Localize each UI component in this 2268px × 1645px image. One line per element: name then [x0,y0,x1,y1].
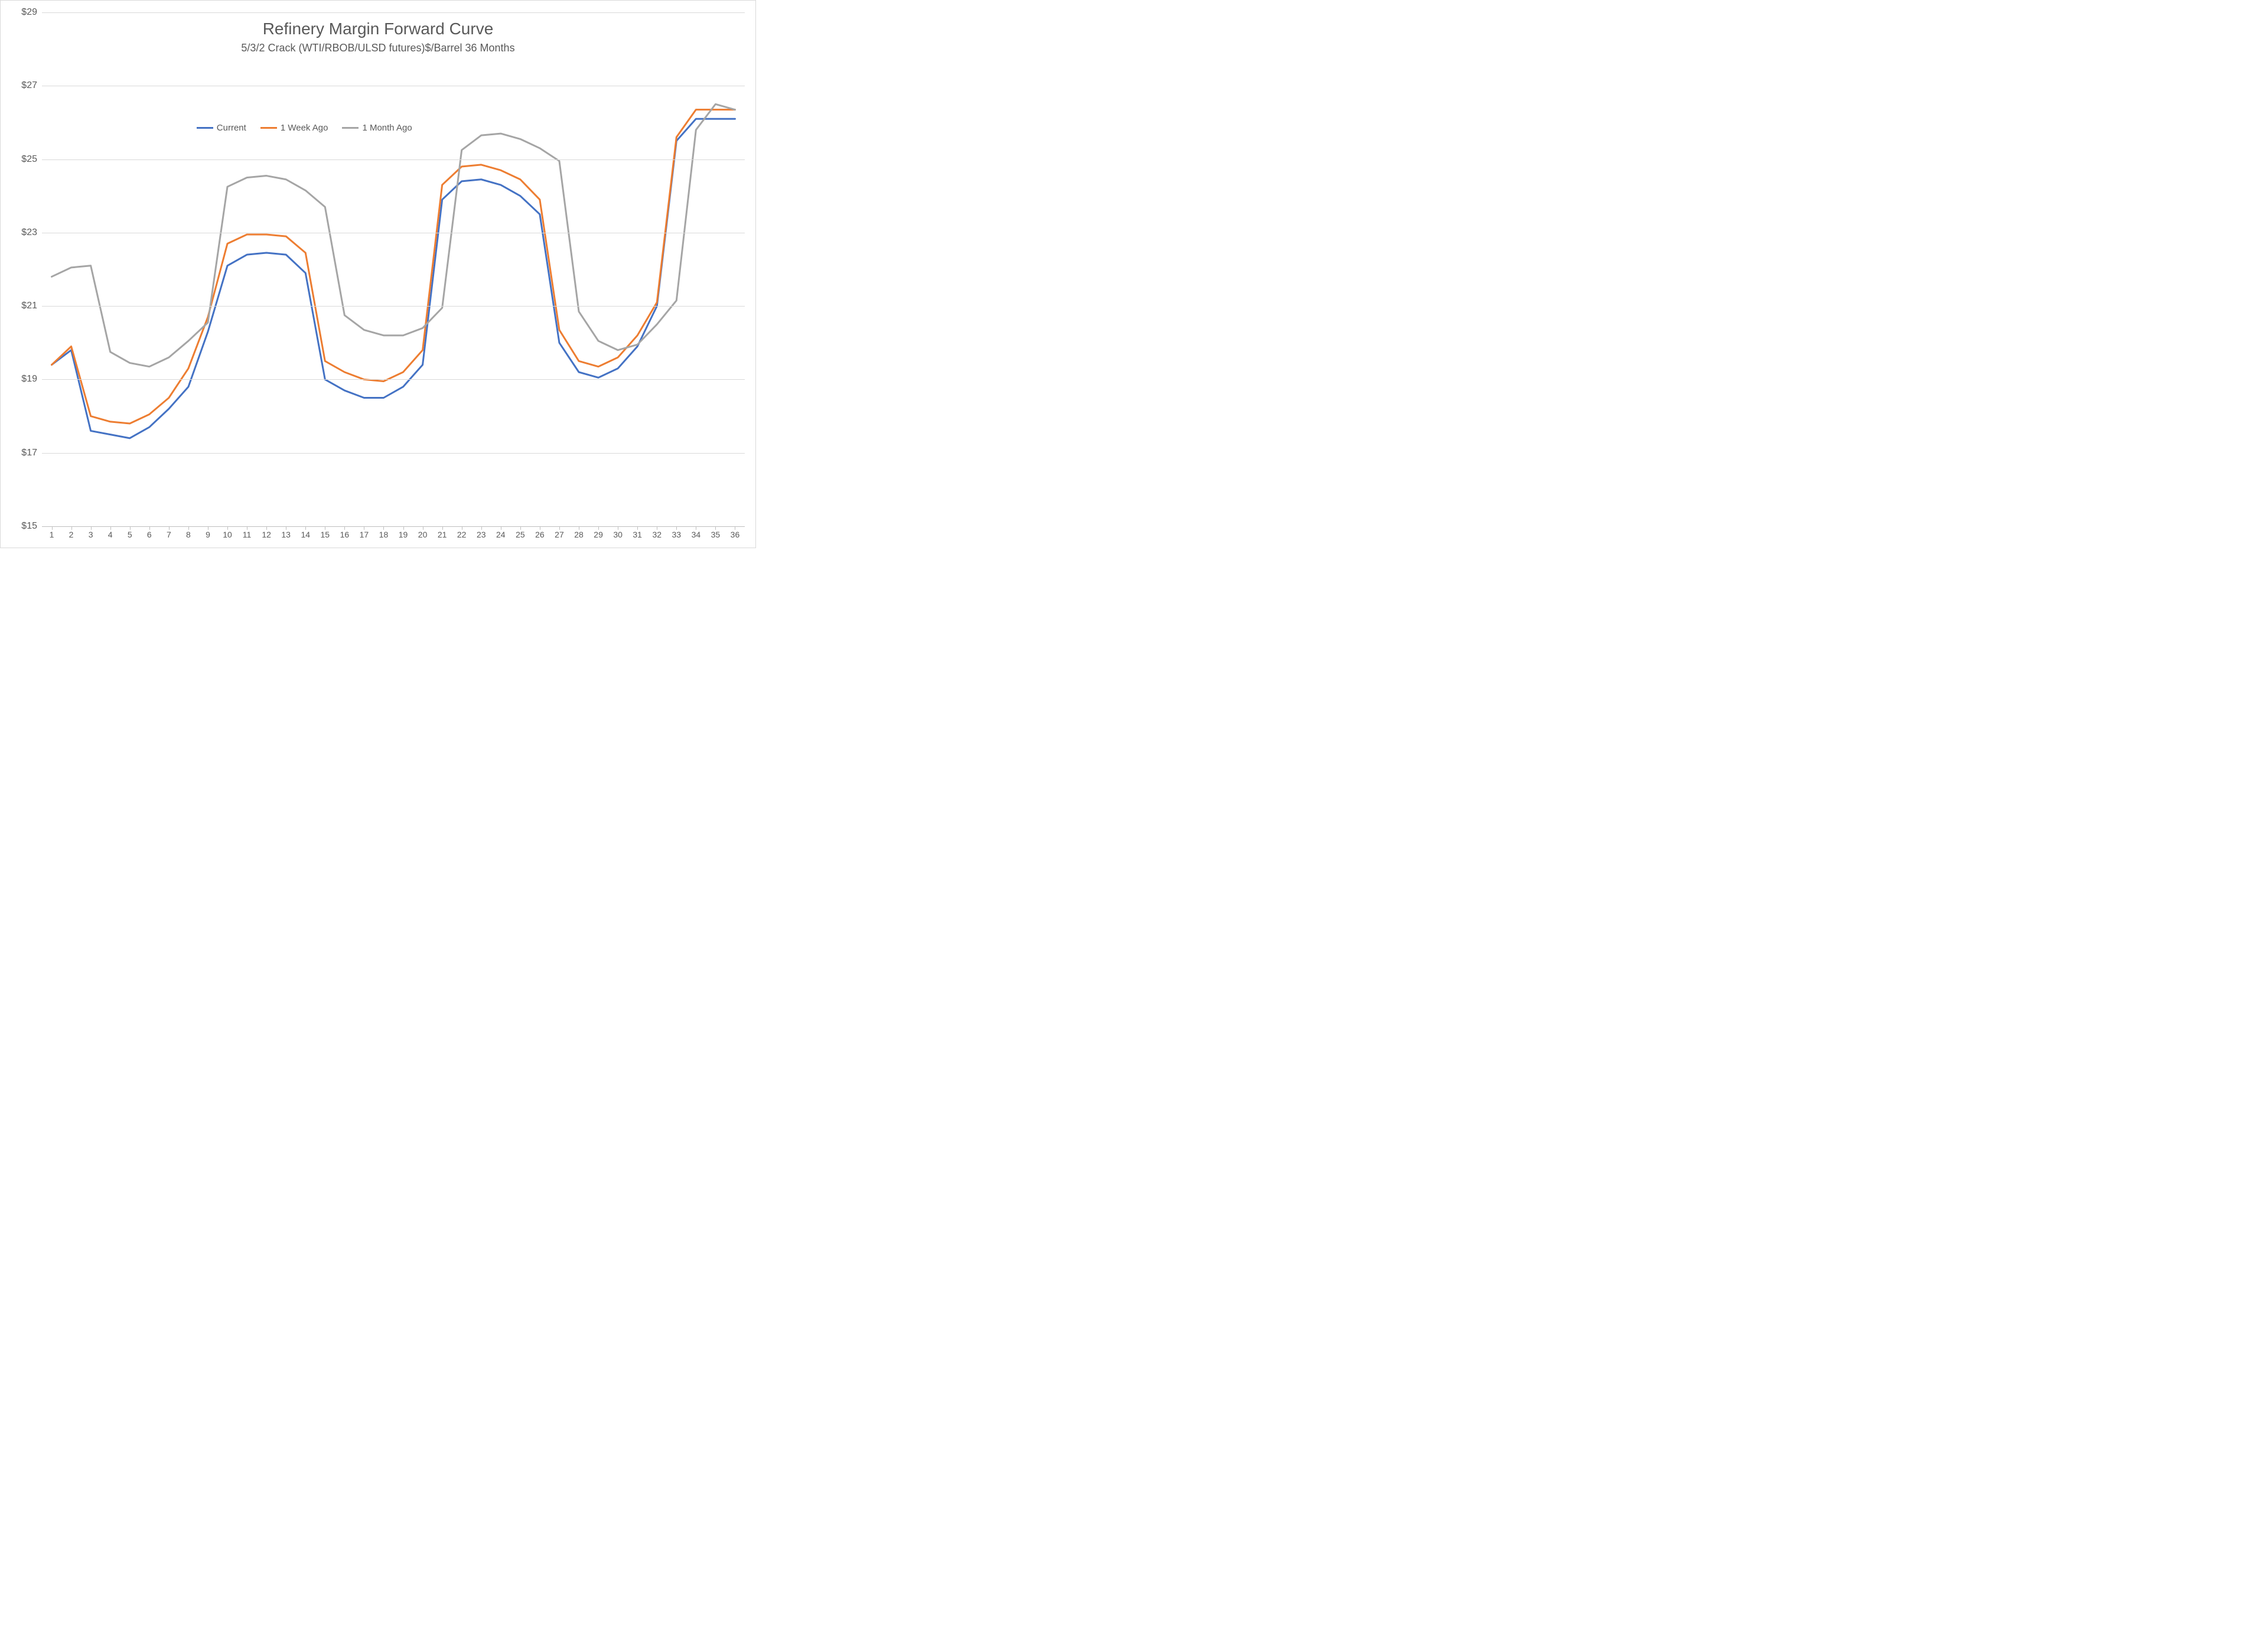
x-axis-tick-label: 8 [186,530,191,539]
y-axis-tick-label: $23 [21,227,37,238]
x-axis-tick [715,526,716,530]
x-axis-tick [149,526,150,530]
x-axis-tick [637,526,638,530]
series-line [52,110,735,424]
x-axis-tick [130,526,131,530]
x-axis-tick-label: 1 [50,530,54,539]
plot-area: 1234567891011121314151617181920212223242… [42,12,745,526]
x-axis-tick-label: 28 [574,530,584,539]
x-axis-tick-label: 32 [652,530,662,539]
x-axis-tick-label: 25 [516,530,525,539]
x-axis-tick [442,526,443,530]
y-axis-tick-label: $27 [21,80,37,91]
x-axis-tick-label: 14 [301,530,310,539]
legend-label: Current [217,123,246,133]
legend-swatch [342,127,359,129]
x-axis-tick-label: 7 [167,530,171,539]
x-axis-tick-label: 6 [147,530,152,539]
x-axis-tick-label: 5 [128,530,132,539]
x-axis-tick-label: 4 [108,530,113,539]
legend-item: 1 Month Ago [342,123,412,133]
gridline [42,379,745,380]
x-axis-tick [266,526,267,530]
x-axis-tick [559,526,560,530]
x-axis-tick [403,526,404,530]
y-axis-tick-label: $21 [21,301,37,311]
y-axis-tick-label: $15 [21,521,37,532]
legend-swatch [260,127,277,129]
x-axis-tick [71,526,72,530]
x-axis-tick-label: 29 [594,530,603,539]
x-axis-tick-label: 23 [477,530,486,539]
x-axis-tick [110,526,111,530]
x-axis-tick-label: 26 [535,530,545,539]
gridline [42,306,745,307]
x-axis-tick-label: 21 [438,530,447,539]
x-axis-tick-label: 34 [692,530,701,539]
x-axis-tick [676,526,677,530]
legend-label: 1 Week Ago [281,123,328,133]
x-axis-tick-label: 36 [731,530,740,539]
gridline [42,12,745,13]
x-axis-tick [520,526,521,530]
gridline [42,159,745,160]
x-axis-tick-label: 19 [399,530,408,539]
x-axis-tick-label: 18 [379,530,389,539]
x-axis-tick-label: 20 [418,530,428,539]
gridline [42,453,745,454]
x-axis-tick-label: 22 [457,530,467,539]
x-axis-tick-label: 12 [262,530,271,539]
x-axis-tick-label: 31 [633,530,642,539]
x-axis-tick-label: 17 [360,530,369,539]
x-axis-tick [344,526,345,530]
x-axis-tick-label: 13 [281,530,291,539]
x-axis-tick [227,526,228,530]
legend: Current 1 Week Ago 1 Month Ago [197,123,412,133]
x-axis-tick-label: 9 [206,530,210,539]
x-axis-tick-label: 16 [340,530,350,539]
x-axis-tick [481,526,482,530]
x-axis-tick-label: 3 [89,530,93,539]
x-axis-tick-label: 30 [613,530,623,539]
y-axis-tick-label: $17 [21,448,37,458]
x-axis-tick-label: 27 [555,530,564,539]
x-axis-tick [91,526,92,530]
x-axis-tick-label: 10 [223,530,232,539]
gridline [42,526,745,527]
legend-item: Current [197,123,246,133]
x-axis-tick [383,526,384,530]
x-axis-tick-label: 35 [711,530,721,539]
series-line [52,119,735,438]
x-axis-tick [52,526,53,530]
chart-lines [42,12,745,526]
y-axis-tick-label: $25 [21,154,37,165]
series-line [52,104,735,366]
legend-label: 1 Month Ago [362,123,412,133]
chart-container: Refinery Margin Forward Curve 5/3/2 Crac… [0,0,756,548]
x-axis-tick-label: 11 [243,530,252,539]
y-axis-tick-label: $29 [21,7,37,18]
legend-swatch [197,127,213,129]
x-axis-tick-label: 15 [321,530,330,539]
x-axis-tick-label: 33 [672,530,682,539]
x-axis-tick [188,526,189,530]
x-axis-tick [169,526,170,530]
x-axis-tick [305,526,306,530]
legend-item: 1 Week Ago [260,123,328,133]
y-axis-tick-label: $19 [21,374,37,385]
x-axis-tick-label: 24 [496,530,506,539]
x-axis-tick [598,526,599,530]
x-axis-tick-label: 2 [69,530,74,539]
